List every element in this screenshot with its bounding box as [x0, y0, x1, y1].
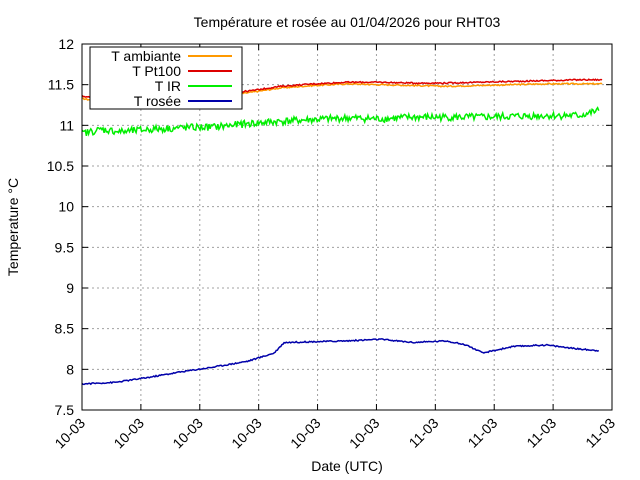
y-axis-label: Temperature °C: [5, 178, 21, 276]
x-tick-label: 11-03: [406, 415, 442, 451]
y-tick-label: 11.5: [48, 77, 74, 93]
y-tick-label: 7.5: [55, 402, 75, 418]
series-line-3: [81, 338, 600, 386]
x-tick-label: 11-03: [464, 415, 500, 451]
y-tick-label: 8.5: [55, 321, 75, 337]
legend-box: [89, 46, 243, 110]
x-tick-label: 10-03: [51, 415, 88, 452]
x-tick-label: 10-03: [346, 415, 383, 452]
y-tick-label: 9.5: [55, 239, 75, 255]
legend-label: T ambiante: [111, 48, 181, 64]
y-tick-label: 11: [59, 117, 74, 133]
x-tick-label: 11-03: [523, 415, 559, 451]
plot-frame: [81, 43, 613, 411]
legend-label: T IR: [155, 78, 181, 94]
legend-label: T rosée: [134, 93, 181, 109]
x-tick-label: 10-03: [287, 415, 324, 452]
x-tick-label: 10-03: [169, 415, 206, 452]
x-axis-label: Date (UTC): [311, 458, 383, 474]
y-tick-label: 8: [66, 361, 74, 377]
x-tick-label: 10-03: [110, 415, 147, 452]
y-tick-label: 12: [58, 36, 74, 52]
y-tick-label: 10.5: [47, 158, 74, 174]
series-line-2: [81, 106, 600, 137]
y-tick-label: 9: [66, 280, 74, 296]
chart-title: Température et rosée au 01/04/2026 pour …: [194, 14, 501, 30]
x-tick-label: 11-03: [582, 415, 618, 451]
y-tick-label: 10: [58, 199, 74, 215]
y-axis-ticks: 7.5 8 8.5 9 9.5 10 10.5 11 11.5 12: [47, 36, 612, 418]
legend-label: T Pt100: [132, 63, 181, 79]
x-tick-label: 10-03: [228, 415, 265, 452]
